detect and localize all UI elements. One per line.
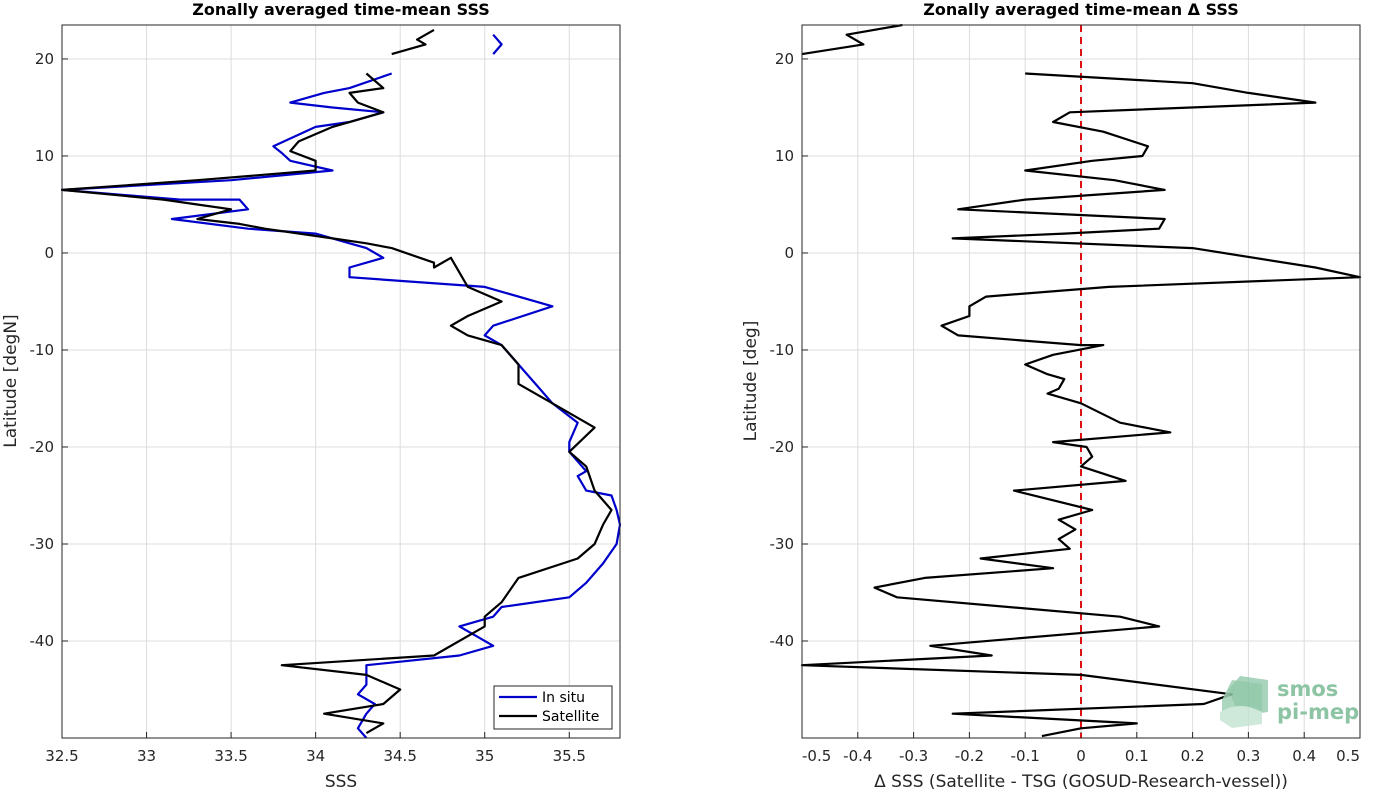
- x-tick-label: 34: [306, 747, 325, 765]
- series-left: [60, 28, 622, 739]
- y-tick-label: -10: [770, 341, 795, 359]
- x-tick-labels-right: -0.5 -0.4 -0.3 -0.2 -0.1 0 0.1 0.2 0.3 0.4 0.5: [802, 747, 1360, 765]
- y-tick-label: -40: [30, 632, 55, 650]
- y-axis-label-right: Latitude [deg]: [741, 321, 761, 442]
- y-tick-label: -20: [30, 438, 55, 456]
- y-tick-label: -30: [30, 535, 55, 553]
- y-tick-label: 0: [784, 244, 794, 262]
- x-tick-labels-left: 32.5 33 33.5 34 34.5 35 35.5: [45, 747, 586, 765]
- panel-delta-sss: -0.5 -0.4 -0.3 -0.2 -0.1 0 0.1 0.2 0.3 0.4 0.5 -40…: [741, 0, 1362, 791]
- y-tick-label: 0: [44, 244, 54, 262]
- series-line-in-situ: [60, 33, 622, 739]
- x-axis-label-right: Δ SSS (Satellite - TSG (GOSUD-Research-v…: [874, 772, 1288, 791]
- x-tick-label: 0.5: [1336, 747, 1360, 765]
- legend: In situ Satellite: [493, 685, 613, 730]
- x-tick-label: -0.5: [802, 747, 831, 765]
- legend-box: [493, 685, 613, 730]
- x-tick-label: 35.5: [553, 747, 586, 765]
- x-tick-label: 32.5: [45, 747, 78, 765]
- x-tick-label: 34.5: [383, 747, 416, 765]
- y-axis-label-left: Latitude [degN]: [1, 314, 21, 447]
- x-tick-label: -0.2: [955, 747, 984, 765]
- x-tick-label: 0: [1076, 747, 1086, 765]
- series-line-satellite: [60, 28, 613, 735]
- y-tick-label: 10: [775, 147, 794, 165]
- x-tick-label: -0.3: [899, 747, 928, 765]
- axes-frame-left: [61, 24, 621, 739]
- legend-label-insitu: In situ: [542, 690, 585, 706]
- logo-text-smos: smos: [1277, 677, 1338, 701]
- smos-pimep-logo: smos pi-mep: [1220, 676, 1359, 728]
- y-tick-label: 10: [35, 147, 54, 165]
- series-right: [800, 23, 1362, 738]
- x-tick-label: 33: [137, 747, 156, 765]
- series-line-delta: [800, 23, 1362, 738]
- y-tick-label: -20: [770, 438, 795, 456]
- y-tick-label: -10: [30, 341, 55, 359]
- y-tick-label: -30: [770, 535, 795, 553]
- x-tick-label: -0.1: [1011, 747, 1040, 765]
- y-tick-label: 20: [35, 50, 54, 68]
- x-tick-label: 0.3: [1236, 747, 1260, 765]
- chart-title-right: Zonally averaged time-mean Δ SSS: [923, 0, 1239, 19]
- y-tick-label: -40: [770, 632, 795, 650]
- panel-sss: 32.5 33 33.5 34 34.5 35 35.5 -40 -30 -20 -10 0 10 20…: [1, 0, 622, 791]
- x-tick-label: 35: [475, 747, 494, 765]
- x-tick-label: 0.4: [1292, 747, 1316, 765]
- y-tick-labels-left: -40 -30 -20 -10 0 10 20: [30, 50, 55, 650]
- x-tick-label: 0.1: [1125, 747, 1149, 765]
- chart-title-left: Zonally averaged time-mean SSS: [192, 0, 490, 19]
- logo-mark-icon: [1220, 676, 1268, 728]
- grid-right: [801, 25, 1361, 738]
- legend-label-satellite: Satellite: [542, 709, 599, 725]
- axes-frame-right: [801, 24, 1361, 739]
- x-axis-label-left: SSS: [325, 772, 357, 791]
- y-tick-labels-right: -40 -30 -20 -10 0 10 20: [770, 50, 795, 650]
- x-tick-label: 0.2: [1181, 747, 1205, 765]
- grid-left: [61, 25, 620, 738]
- x-tick-label: -0.4: [843, 747, 872, 765]
- logo-text-pimep: pi-mep: [1277, 700, 1359, 724]
- x-tick-label: 33.5: [214, 747, 247, 765]
- y-tick-label: 20: [775, 50, 794, 68]
